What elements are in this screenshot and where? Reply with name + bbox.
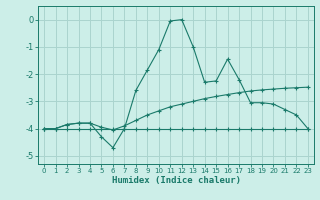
X-axis label: Humidex (Indice chaleur): Humidex (Indice chaleur) bbox=[111, 176, 241, 185]
